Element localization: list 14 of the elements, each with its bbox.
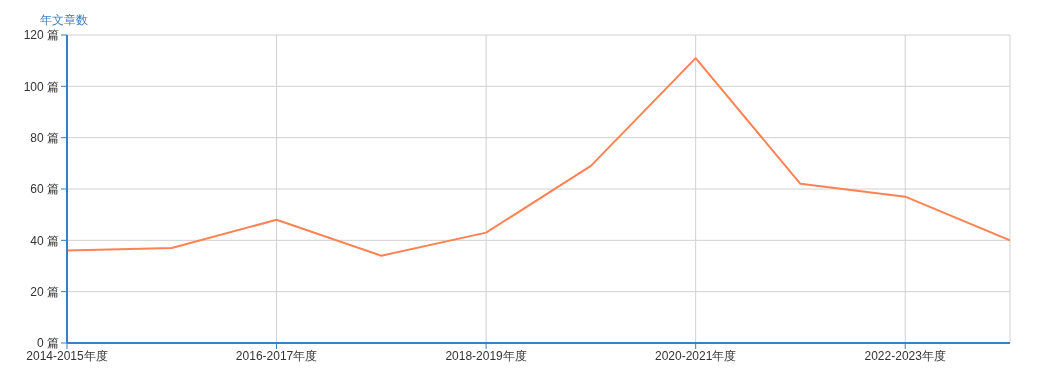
line-series xyxy=(67,57,1010,257)
x-tick-label: 2014-2015年度 xyxy=(26,348,108,363)
y-tick-label: 40 篇 xyxy=(30,233,59,248)
y-tick-label: 0 篇 xyxy=(36,336,59,351)
y-tick-label: 80 篇 xyxy=(30,130,59,145)
y-tick-label: 120 篇 xyxy=(23,28,59,43)
y-tick-label: 20 篇 xyxy=(30,284,59,299)
y-tick-label: 60 篇 xyxy=(30,182,59,197)
x-tick-label: 2022-2023年度 xyxy=(864,348,946,363)
x-tick-label: 2020-2021年度 xyxy=(654,348,737,363)
x-tick-label: 2016-2017年度 xyxy=(235,348,318,363)
y-axis-title: 年文章数 xyxy=(40,12,88,29)
y-tick-label: 100 篇 xyxy=(23,79,59,94)
x-tick-label: 2018-2019年度 xyxy=(445,348,527,363)
